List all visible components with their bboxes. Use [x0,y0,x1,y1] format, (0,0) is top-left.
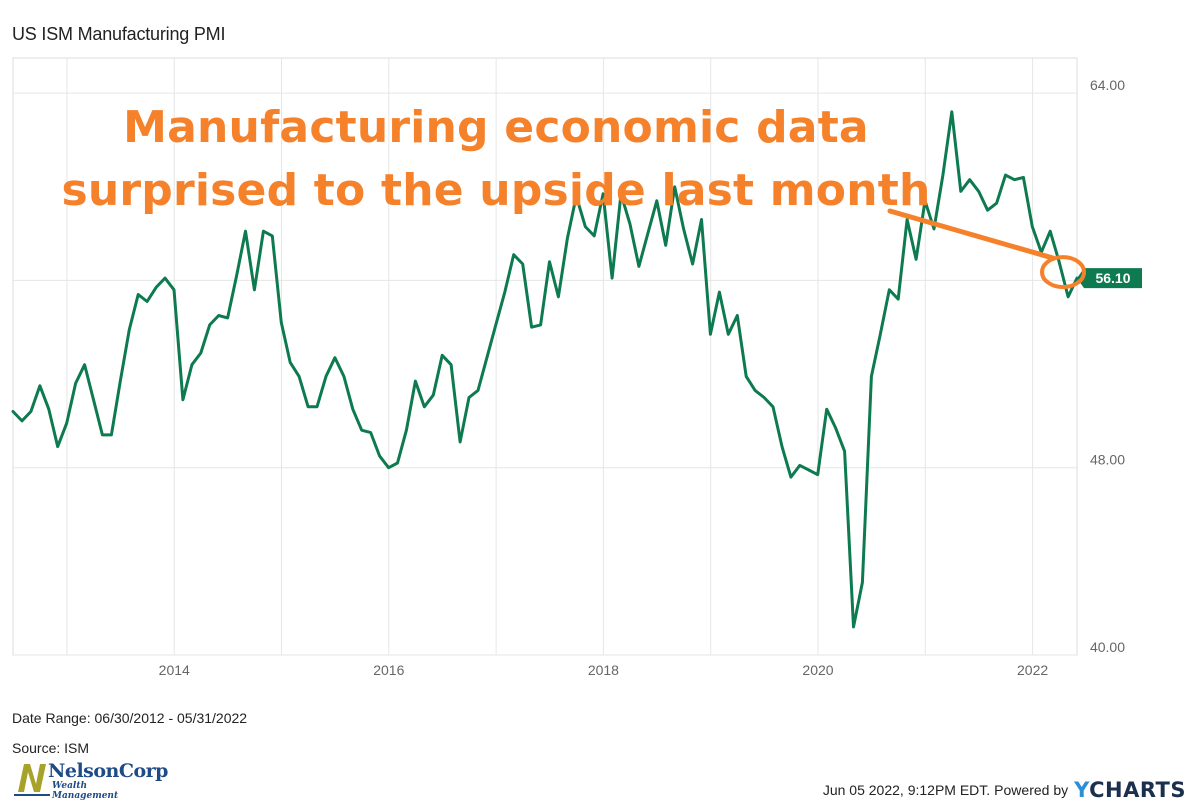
x-tick-label: 2022 [1017,662,1048,678]
source-label: Source: ISM [12,740,90,756]
y-tick-label: 64.00 [1090,77,1125,93]
chart-title: US ISM Manufacturing PMI [12,24,226,44]
x-tick-label: 2014 [159,662,190,678]
logo-mark-icon [14,764,50,796]
annotation-line-1: Manufacturing economic data [123,102,869,153]
annotation-circle [1040,255,1087,290]
series-line [11,110,1079,629]
last-value-tag [1077,268,1142,289]
nelsoncorp-logo: NelsonCorp Wealth Management [14,760,168,801]
grid-layer [12,57,1078,656]
x-tick-label: 2018 [588,662,619,678]
ycharts-brand-y: Y [1074,778,1090,802]
series-layer: 56.10 [11,110,1142,629]
y-tick-label: 48.00 [1090,452,1125,468]
tick-layer: 2014 2016 2018 2020 2022 40.00 48.00 64.00 [159,77,1126,678]
timestamp-row: Jun 05 2022, 9:12PM EDT. Powered by YCHA… [823,778,1186,802]
logo-subtitle: Wealth Management [52,781,119,801]
last-value-label: 56.10 [1095,270,1130,286]
date-range: Date Range: 06/30/2012 - 05/31/2022 [12,710,248,726]
annotation-pointer [887,208,1056,261]
annotation-line-2: surprised to the upside last month [61,165,931,216]
x-tick-label: 2016 [373,662,404,678]
logo-name: NelsonCorp [48,760,168,782]
x-tick-label: 2020 [802,662,833,678]
annotation-layer [887,208,1087,290]
y-tick-label: 40.00 [1090,639,1125,655]
timestamp: Jun 05 2022, 9:12PM EDT. [822,782,991,798]
ycharts-brand[interactable]: YCHARTS [1074,778,1186,802]
powered-by: Powered by [994,782,1069,798]
ycharts-brand-rest: CHARTS [1089,778,1186,802]
